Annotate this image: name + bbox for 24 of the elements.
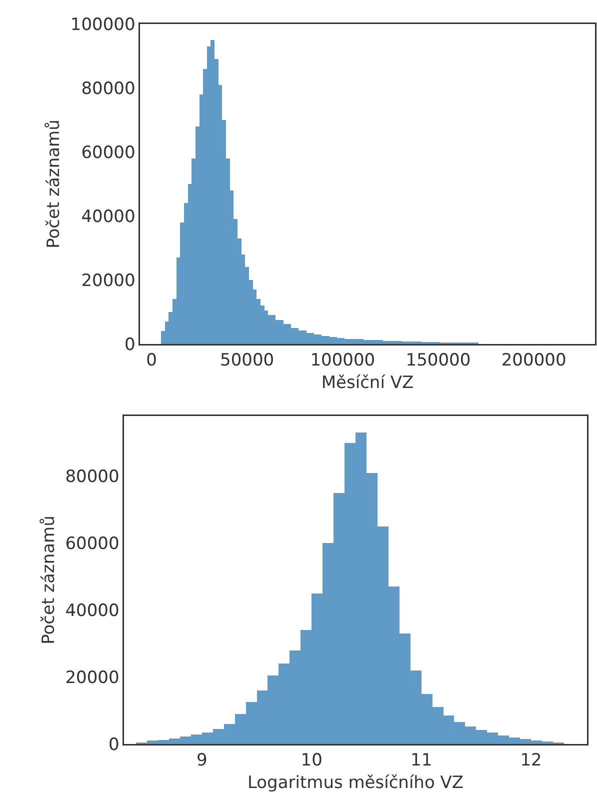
- x-tick-label: 150000: [406, 350, 471, 371]
- y-tick-label: 40000: [81, 206, 136, 227]
- x-axis-title: Logaritmus měsíčního VZ: [247, 772, 464, 793]
- x-tick-label: 200000: [501, 350, 566, 371]
- x-tick-label: 12: [520, 750, 542, 771]
- y-axis-title: Počet záznamů: [38, 516, 59, 644]
- y-tick-label: 80000: [65, 467, 120, 488]
- x-axis-title: Měsíční VZ: [321, 372, 414, 393]
- x-tick-label: 9: [196, 750, 208, 771]
- x-tick-label: 100000: [310, 350, 376, 371]
- y-tick-label: 0: [124, 334, 136, 355]
- y-tick-label: 100000: [70, 14, 136, 35]
- x-tick-label: 50000: [220, 350, 274, 371]
- y-tick-label: 40000: [65, 601, 120, 622]
- x-tick-label: 10: [300, 750, 322, 771]
- y-tick-label: 80000: [81, 78, 136, 99]
- x-tick-label: 11: [410, 750, 432, 771]
- y-tick-label: 20000: [65, 668, 120, 688]
- y-tick-label: 60000: [81, 142, 136, 163]
- x-tick-label: 0: [146, 350, 157, 371]
- y-tick-label: 20000: [81, 270, 136, 291]
- y-axis-title: Počet záznamů: [44, 120, 64, 248]
- y-tick-label: 0: [108, 734, 120, 755]
- y-tick-label: 60000: [65, 534, 120, 554]
